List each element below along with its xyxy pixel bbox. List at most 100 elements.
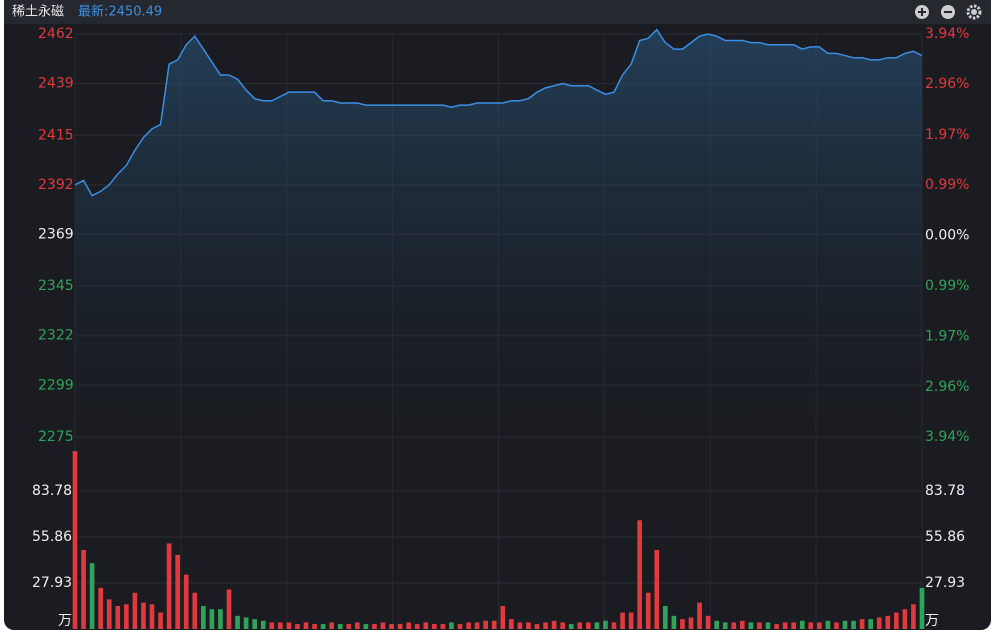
volume-bar [859, 619, 865, 629]
volume-tick-label: 27.93 [32, 575, 72, 591]
volume-bar [89, 563, 95, 629]
volume-bar [115, 605, 121, 629]
volume-bar [141, 602, 146, 629]
zoom-out[interactable] [941, 5, 955, 19]
y-tick-label: 2415 [38, 127, 74, 143]
volume-tick-label: 55.86 [925, 529, 965, 545]
volume-bar [868, 619, 873, 629]
volume-bar [757, 622, 762, 629]
volume-bar [911, 604, 916, 629]
volume-bar [483, 620, 488, 629]
volume-bar [782, 622, 788, 629]
volume-bar [209, 609, 215, 629]
volume-bar [303, 622, 309, 629]
volume-bar [799, 620, 805, 629]
volume-bar [551, 620, 557, 629]
volume-bar [414, 624, 420, 629]
volume-bar [320, 624, 326, 629]
y-tick-label: 2392 [38, 177, 74, 193]
volume-bar [72, 451, 78, 629]
volume-bar [894, 612, 899, 629]
volume-bar [346, 624, 352, 629]
volume-bar [406, 622, 411, 629]
volume-bar [876, 617, 882, 629]
y2-tick-label: 3.94% [925, 26, 969, 42]
zoom-in[interactable] [915, 5, 929, 19]
volume-bar [705, 615, 711, 629]
volume-bar [269, 622, 275, 629]
volume-bar [149, 604, 155, 629]
volume-bar [586, 622, 591, 629]
volume-bar [457, 624, 463, 629]
volume-bar [509, 619, 514, 629]
volume-bar [295, 624, 300, 629]
volume-bar [842, 620, 848, 629]
volume-bar [491, 620, 497, 629]
volume-bar [132, 592, 138, 629]
volume-bar [218, 609, 223, 629]
volume-bar [731, 622, 737, 629]
y2-tick-label: 0.00% [925, 228, 969, 244]
volume-tick-label: 55.86 [32, 529, 72, 545]
volume-bar [902, 609, 908, 629]
volume-bar [397, 624, 403, 629]
y-tick-label: 2462 [38, 26, 74, 42]
volume-bar [183, 574, 189, 629]
volume-bar [423, 622, 429, 629]
volume-bar [260, 620, 266, 629]
y-tick-label: 2369 [38, 226, 74, 242]
volume-bar [363, 624, 369, 629]
y2-tick-label: 1.97% [925, 127, 969, 143]
volume-bar [620, 612, 625, 629]
y2-tick-label: 3.94% [925, 429, 969, 445]
volume-tick-label: 27.93 [925, 575, 965, 591]
volume-bar [192, 592, 198, 629]
volume-bar [825, 620, 831, 629]
volume-bar [577, 622, 583, 629]
y2-tick-label: 2.96% [925, 76, 969, 92]
volume-bar [594, 622, 600, 629]
volume-bar [312, 624, 317, 629]
volume-bar [226, 589, 232, 629]
volume-bar [834, 622, 839, 629]
volume-bar [697, 602, 702, 629]
y2-tick-label: 2.96% [925, 379, 969, 395]
volume-bar [885, 615, 891, 629]
volume-bar [432, 624, 437, 629]
volume-bar [919, 587, 925, 629]
volume-tick-label: 83.78 [32, 483, 72, 499]
volume-bar [560, 622, 565, 629]
volume-bar [645, 592, 651, 629]
volume-bar [748, 622, 754, 629]
volume-bar [380, 622, 386, 629]
header-latest: 最新:2450.49 [78, 4, 162, 20]
volume-bar [389, 624, 394, 629]
volume-bar [611, 622, 617, 629]
volume-bar [286, 622, 292, 629]
volume-bar [808, 622, 814, 629]
header-title: 稀土永磁 [12, 5, 64, 20]
volume-bar [568, 624, 574, 629]
volume-bar [714, 620, 719, 629]
volume-bar [201, 605, 206, 629]
volume-bar [449, 622, 454, 629]
volume-tick-label: 83.78 [925, 483, 965, 499]
volume-bar [517, 622, 523, 629]
volume-bar [851, 620, 856, 629]
volume-bar [688, 617, 694, 629]
volume-unit: 万 [925, 613, 939, 629]
volume-bar [252, 619, 257, 629]
volume-bar [106, 599, 112, 629]
volume-bar [466, 622, 471, 629]
settings[interactable] [966, 4, 982, 20]
volume-bar [500, 605, 506, 629]
volume-bar [372, 624, 377, 629]
y-tick-label: 2345 [38, 278, 74, 294]
volume-bar [166, 543, 172, 629]
volume-bar [235, 615, 240, 629]
volume-bar [355, 622, 360, 629]
price-line [74, 28, 923, 197]
y2-tick-label: 0.99% [925, 278, 969, 294]
volume-bar [474, 622, 480, 629]
volume-bar [791, 622, 796, 629]
